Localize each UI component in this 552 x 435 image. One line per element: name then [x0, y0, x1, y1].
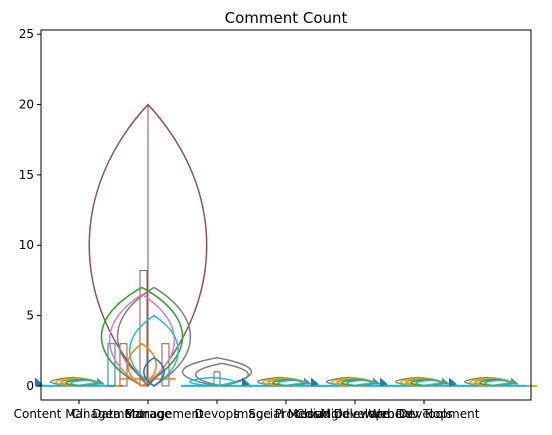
violin-inner: [127, 342, 157, 387]
y-tick-label: 5: [26, 309, 34, 323]
y-axis: 0 5 10 15 20 25: [19, 27, 41, 393]
violin-inner: [143, 356, 165, 387]
y-tick-label: 20: [19, 98, 34, 112]
violin-outline: [277, 379, 307, 387]
x-tick-label: Data Management: [92, 407, 204, 421]
whisker-marker: [380, 377, 389, 386]
violin-inner: [188, 376, 236, 387]
x-tick-label: Web Development: [369, 407, 480, 421]
whisker-marker: [449, 377, 458, 386]
x-tick-label: Image Processing: [233, 407, 338, 421]
x-tick-label: Content Management: [14, 407, 145, 421]
y-tick-label: 10: [19, 238, 34, 252]
violin-inner: [129, 314, 179, 387]
x-tick-label: Storage: [124, 407, 171, 421]
chart-title: Comment Count: [225, 9, 348, 27]
box: [119, 343, 128, 387]
violin-outline: [88, 103, 208, 388]
chart-marks: [34, 103, 538, 388]
x-tick-label: Cloud Development: [296, 407, 415, 421]
violin-inner: [100, 286, 183, 387]
y-tick-label: 15: [19, 168, 34, 182]
whisker-marker: [34, 377, 43, 386]
violin-inner: [116, 286, 191, 387]
violin-outline: [70, 379, 100, 387]
x-tick-label: Middleware: [321, 407, 390, 421]
x-tick-label: Cli: [71, 407, 86, 421]
violin-outline: [484, 379, 514, 387]
box: [107, 343, 116, 387]
y-tick-label: 0: [26, 379, 34, 393]
x-tick-label: Social Media: [248, 407, 323, 421]
violin-outline: [346, 379, 376, 387]
x-tick-label: Devops: [195, 407, 240, 421]
whisker-marker: [311, 377, 320, 386]
whisker-marker: [242, 377, 250, 386]
violin-inner: [108, 293, 176, 387]
violin-outline: [415, 379, 445, 387]
x-tick-label: Dev Tools: [395, 407, 452, 421]
y-tick-label: 25: [19, 27, 34, 41]
